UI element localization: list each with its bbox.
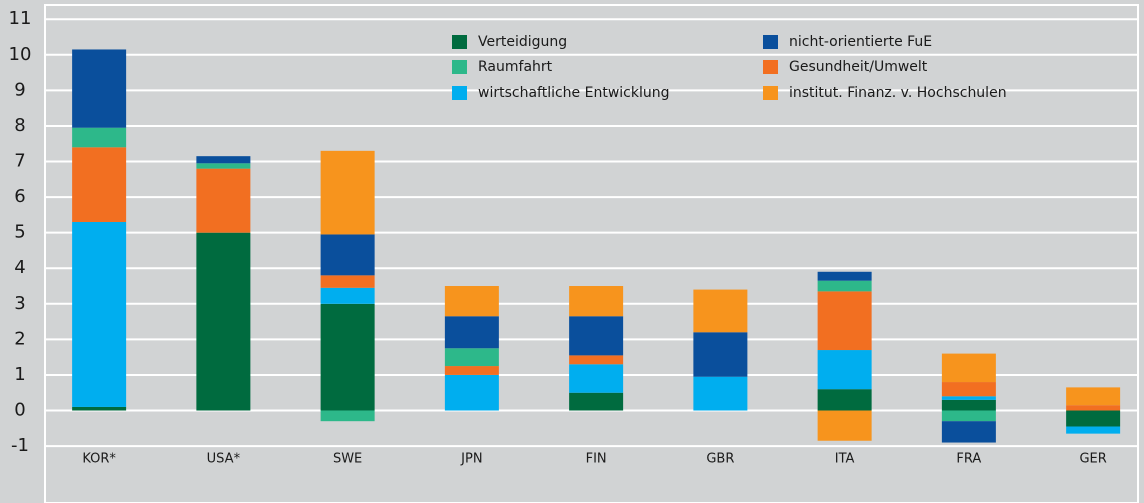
- bar-segment: [817, 291, 872, 351]
- x-tick-label: SWE: [333, 452, 362, 467]
- y-tick-label: 5: [14, 222, 25, 243]
- x-tick-label: FIN: [586, 452, 607, 467]
- bar-segment: [72, 127, 127, 148]
- bar-segment: [941, 399, 996, 411]
- bar-segment: [72, 147, 127, 222]
- bar-segment: [569, 392, 624, 411]
- bar-segment: [941, 421, 996, 443]
- bar-segment: [196, 232, 251, 411]
- bar-segment: [569, 355, 624, 365]
- bar-segment: [196, 156, 251, 164]
- bar-segment: [196, 163, 251, 169]
- bar-segment: [569, 316, 624, 356]
- bar-segment: [817, 410, 872, 441]
- bar-segment: [320, 234, 375, 276]
- legend-label: institut. Finanz. v. Hochschulen: [789, 85, 1007, 101]
- bar-segment: [1066, 410, 1121, 427]
- y-tick-label: 2: [14, 328, 25, 349]
- bar-segment: [941, 353, 996, 383]
- y-tick-label: 10: [9, 44, 32, 65]
- y-tick-label: 3: [14, 293, 25, 314]
- bar-segment: [72, 221, 127, 407]
- bar-segment: [693, 332, 748, 377]
- legend-label: Raumfahrt: [478, 59, 553, 75]
- bar-segment: [817, 350, 872, 390]
- bar-segment: [72, 406, 127, 411]
- bar-segment: [72, 49, 127, 128]
- plot-frame: [44, 4, 1139, 503]
- legend-label: wirtschaftliche Entwicklung: [478, 85, 670, 101]
- legend-swatch: [763, 60, 778, 74]
- bar-segment: [1066, 426, 1121, 434]
- legend-swatch: [763, 86, 778, 100]
- y-tick-label: 11: [9, 8, 32, 29]
- bar-segment: [320, 150, 375, 235]
- bar-segment: [444, 374, 499, 411]
- legend-swatch: [452, 35, 467, 49]
- legend-label: Verteidigung: [478, 34, 567, 50]
- bar-segment: [941, 396, 996, 400]
- bar-segment: [817, 389, 872, 411]
- y-tick-label: 8: [14, 115, 25, 136]
- legend-swatch: [763, 35, 778, 49]
- x-tick-label: USA*: [207, 452, 241, 467]
- x-tick-label: FRA: [956, 452, 981, 467]
- x-tick-label: GBR: [706, 452, 734, 467]
- legend-label: Gesundheit/Umwelt: [789, 59, 928, 75]
- legend-label: nicht-orientierte FuE: [789, 34, 932, 50]
- bar-segment: [817, 280, 872, 292]
- x-tick-label: ITA: [835, 452, 855, 467]
- legend-swatch: [452, 60, 467, 74]
- x-tick-label: GER: [1079, 452, 1106, 467]
- x-tick-label: KOR*: [82, 452, 116, 467]
- bar-segment: [320, 275, 375, 288]
- y-tick-label: 0: [14, 400, 25, 421]
- bar-segment: [444, 348, 499, 367]
- bar-segment: [320, 303, 375, 411]
- y-tick-label: 9: [14, 79, 25, 100]
- bar-segment: [569, 286, 624, 317]
- y-tick-label: 7: [14, 151, 25, 172]
- bar-segment: [693, 289, 748, 333]
- y-tick-label: -1: [11, 435, 29, 456]
- bar-segment: [320, 287, 375, 304]
- y-tick-label: 1: [14, 364, 25, 385]
- bar-segment: [444, 286, 499, 317]
- bar-segment: [941, 382, 996, 397]
- bar-segment: [444, 366, 499, 375]
- y-tick-label: 6: [14, 186, 25, 207]
- bar-segment: [444, 316, 499, 349]
- bar-segment: [196, 168, 251, 233]
- bar-segment: [1066, 387, 1121, 406]
- bar-segment: [693, 376, 748, 411]
- bar-segment: [941, 410, 996, 422]
- bar-segment: [320, 410, 375, 422]
- x-tick-label: JPN: [460, 452, 482, 467]
- y-tick-label: 4: [14, 257, 25, 278]
- legend-swatch: [452, 86, 467, 100]
- bar-segment: [817, 271, 872, 281]
- bar-segment: [1066, 405, 1121, 411]
- bar-segment: [569, 364, 624, 393]
